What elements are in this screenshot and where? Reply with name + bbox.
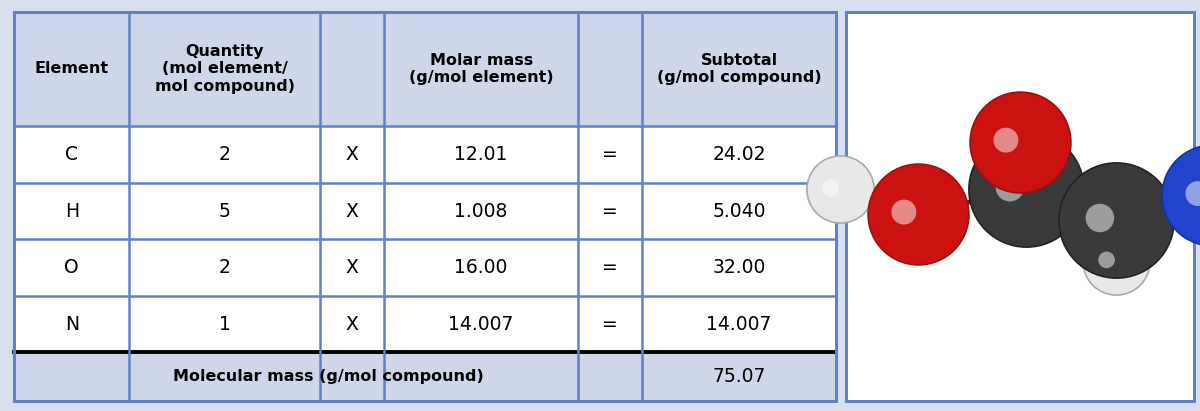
Text: 1: 1 bbox=[218, 315, 230, 334]
Bar bbox=[14, 183, 836, 240]
Text: 16.00: 16.00 bbox=[455, 258, 508, 277]
Bar bbox=[14, 12, 836, 127]
Text: X: X bbox=[346, 202, 359, 221]
Text: =: = bbox=[602, 202, 618, 221]
Text: Molar mass
(g/mol element): Molar mass (g/mol element) bbox=[409, 53, 553, 85]
Text: 5: 5 bbox=[218, 202, 230, 221]
Text: C: C bbox=[65, 145, 78, 164]
Text: Quantity
(mol element/
mol compound): Quantity (mol element/ mol compound) bbox=[155, 44, 295, 94]
Point bbox=[1091, 215, 1110, 221]
Bar bbox=[14, 12, 836, 401]
Point bbox=[894, 209, 913, 215]
Text: =: = bbox=[602, 315, 618, 334]
Text: =: = bbox=[602, 145, 618, 164]
Text: X: X bbox=[346, 145, 359, 164]
Bar bbox=[14, 127, 836, 183]
Text: 5.040: 5.040 bbox=[713, 202, 766, 221]
Text: Element: Element bbox=[35, 62, 109, 76]
Text: Molecular mass (g/mol compound): Molecular mass (g/mol compound) bbox=[173, 369, 484, 384]
Text: 14.007: 14.007 bbox=[707, 315, 772, 334]
Text: X: X bbox=[346, 258, 359, 277]
Point bbox=[1010, 139, 1030, 145]
Text: N: N bbox=[65, 315, 79, 334]
Point bbox=[1106, 258, 1126, 264]
Text: O: O bbox=[65, 258, 79, 277]
Point bbox=[821, 185, 840, 191]
Point bbox=[908, 210, 928, 217]
Text: 14.007: 14.007 bbox=[449, 315, 514, 334]
Point bbox=[1097, 256, 1116, 263]
Text: H: H bbox=[65, 202, 79, 221]
Bar bbox=[846, 12, 1194, 401]
Text: 12.01: 12.01 bbox=[455, 145, 508, 164]
Text: X: X bbox=[346, 315, 359, 334]
Point bbox=[1016, 186, 1036, 192]
Text: 32.00: 32.00 bbox=[713, 258, 766, 277]
Point bbox=[996, 137, 1015, 143]
Bar bbox=[14, 296, 836, 352]
Point bbox=[1188, 190, 1200, 197]
Text: 75.07: 75.07 bbox=[713, 367, 766, 386]
Bar bbox=[14, 352, 836, 401]
Text: 2: 2 bbox=[218, 258, 230, 277]
Text: 2: 2 bbox=[218, 145, 230, 164]
Text: =: = bbox=[602, 258, 618, 277]
Point bbox=[1001, 184, 1020, 190]
Text: 24.02: 24.02 bbox=[713, 145, 766, 164]
Text: 1.008: 1.008 bbox=[455, 202, 508, 221]
Text: Subtotal
(g/mol compound): Subtotal (g/mol compound) bbox=[656, 53, 822, 85]
Bar bbox=[14, 240, 836, 296]
Point bbox=[830, 186, 850, 192]
Point bbox=[1106, 217, 1126, 223]
Bar bbox=[846, 12, 1194, 401]
